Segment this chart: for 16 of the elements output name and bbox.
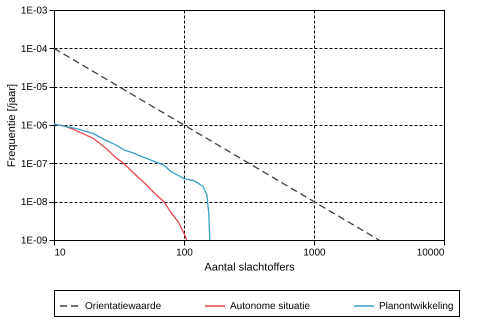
x-tick-label: 100 [176, 248, 194, 258]
y-tick-label: 1E-04 [20, 44, 48, 55]
legend-label: Autonome situatie [230, 301, 310, 312]
y-tick-label: 1E-03 [20, 6, 48, 16]
y-tick-label: 1E-06 [20, 120, 48, 132]
x-tick-label: 1000 [303, 248, 326, 258]
y-tick-label: 1E-09 [20, 236, 48, 246]
x-tick-label: 10 [54, 248, 66, 258]
x-axis-title: Aantal slachtoffers [204, 262, 296, 274]
legend-label: Planontwikkeling [379, 301, 454, 312]
legend-label: Orientatiewaarde [85, 301, 162, 312]
y-tick-label: 1E-08 [20, 197, 48, 208]
y-tick-label: 1E-07 [20, 158, 48, 170]
y-axis-title: Frequentie [/jaar] [6, 84, 18, 168]
y-tick-label: 1E-05 [20, 82, 48, 94]
x-tick-label: 10000 [416, 248, 445, 258]
